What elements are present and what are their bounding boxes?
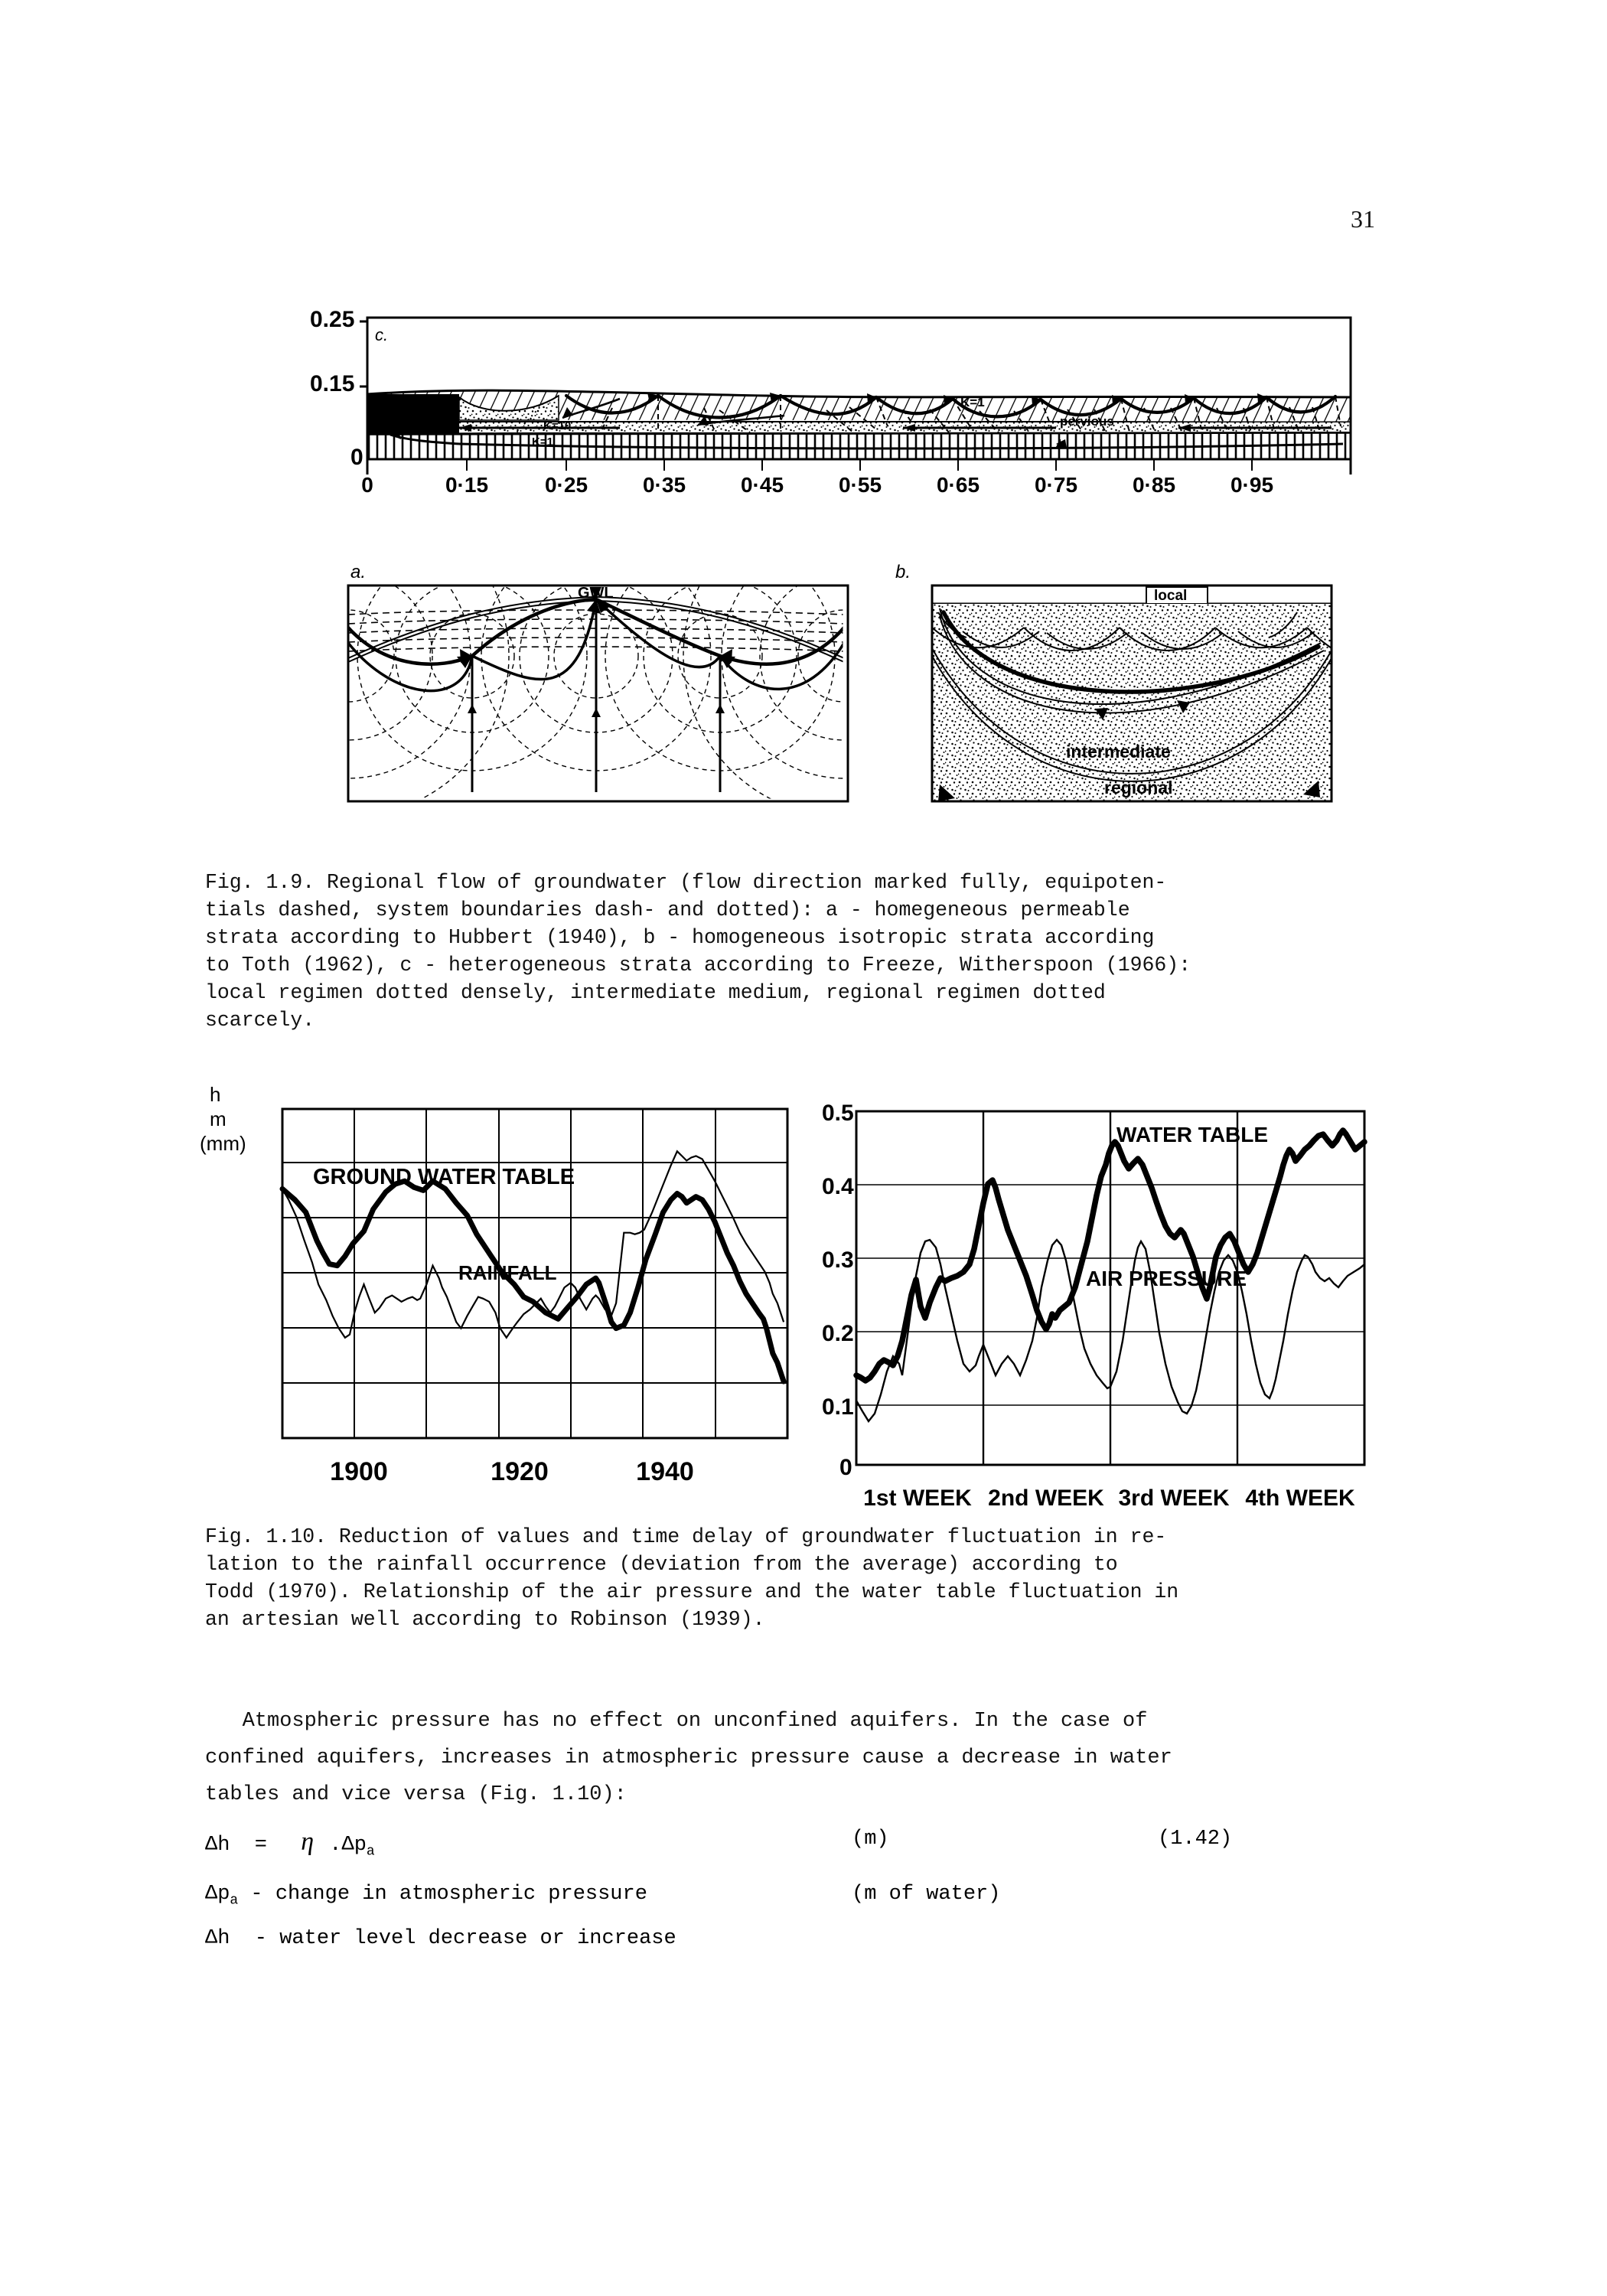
- svg-text:0·25: 0·25: [545, 473, 588, 497]
- svg-text:m: m: [210, 1107, 227, 1130]
- svg-text:0: 0: [350, 445, 363, 470]
- svg-text:K=1: K=1: [960, 395, 985, 409]
- svg-text:pervious: pervious: [1060, 414, 1114, 429]
- svg-text:0·85: 0·85: [1133, 473, 1175, 497]
- svg-text:1940: 1940: [636, 1457, 694, 1486]
- svg-text:2nd WEEK: 2nd WEEK: [988, 1486, 1104, 1511]
- svg-text:AIR PRESSURE: AIR PRESSURE: [1086, 1267, 1247, 1290]
- svg-text:K=10: K=10: [543, 419, 571, 432]
- svg-text:0.1: 0.1: [822, 1394, 854, 1420]
- svg-text:0.15: 0.15: [310, 371, 354, 396]
- svg-text:c.: c.: [375, 325, 388, 344]
- svg-text:0.3: 0.3: [822, 1247, 854, 1273]
- svg-text:3rd WEEK: 3rd WEEK: [1118, 1486, 1229, 1511]
- svg-text:b.: b.: [895, 562, 911, 582]
- svg-text:WATER TABLE: WATER TABLE: [1116, 1123, 1268, 1146]
- svg-text:0.25: 0.25: [310, 307, 354, 332]
- svg-text:K=1: K=1: [532, 435, 553, 448]
- svg-text:1900: 1900: [330, 1457, 388, 1486]
- svg-text:local: local: [1154, 588, 1187, 604]
- svg-text:regional: regional: [1104, 778, 1172, 797]
- svg-text:0·75: 0·75: [1035, 473, 1077, 497]
- svg-text:0·95: 0·95: [1231, 473, 1273, 497]
- svg-text:(mm): (mm): [200, 1132, 246, 1155]
- svg-text:0: 0: [839, 1455, 852, 1480]
- svg-text:a.: a.: [350, 562, 366, 582]
- svg-text:0·65: 0·65: [937, 473, 980, 497]
- svg-text:0·15: 0·15: [445, 473, 488, 497]
- svg-text:0·45: 0·45: [741, 473, 784, 497]
- svg-text:1920: 1920: [491, 1457, 549, 1486]
- svg-text:0·55: 0·55: [839, 473, 882, 497]
- svg-text:0.4: 0.4: [822, 1174, 854, 1199]
- svg-text:intermediate: intermediate: [1066, 742, 1171, 762]
- svg-text:0.2: 0.2: [822, 1321, 854, 1346]
- svg-text:0.5: 0.5: [822, 1101, 854, 1126]
- svg-text:4th WEEK: 4th WEEK: [1245, 1486, 1355, 1511]
- svg-text:0·35: 0·35: [643, 473, 686, 497]
- svg-text:0: 0: [361, 473, 373, 497]
- svg-text:1st WEEK: 1st WEEK: [863, 1486, 972, 1511]
- svg-text:h: h: [210, 1083, 220, 1106]
